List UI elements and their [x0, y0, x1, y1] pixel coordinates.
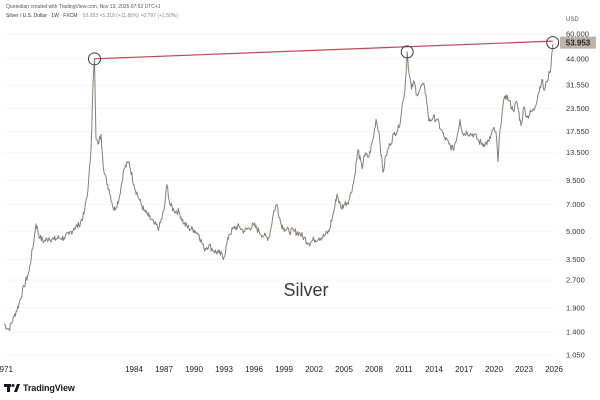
highlight-circle — [88, 52, 101, 66]
y-tick-label: 9.500 — [566, 176, 585, 185]
y-tick-label: 7.000 — [566, 200, 585, 209]
y-tick-label: 23.500 — [566, 104, 589, 113]
y-axis[interactable]: 60.000 44.000 31.550 23.500 17.550 13.500 9.50… — [566, 30, 589, 360]
x-tick-label: 2014 — [425, 365, 443, 374]
y-tick-label: 3.500 — [566, 255, 585, 264]
symbol-name: Silver / U.S. Dollar · 1W · FXCM — [6, 13, 78, 19]
y-tick-label: 13.500 — [566, 148, 589, 157]
x-tick-label: 2023 — [515, 365, 533, 374]
currency-label: USD — [566, 17, 579, 23]
last-values: 53.953 +5.318 (+11.86%) +0.797 (+1.50%) — [82, 13, 178, 19]
x-tick-label: 2002 — [305, 365, 323, 374]
y-tick-label: 17.550 — [566, 127, 589, 136]
series-line-silver — [3, 44, 554, 332]
y-tick-label: 1.900 — [566, 303, 585, 312]
last-price-tag-label: 53.953 — [566, 39, 591, 48]
x-tick-label: 2005 — [335, 365, 353, 374]
y-tick-label: 1.050 — [566, 351, 585, 360]
x-tick-label: 1990 — [185, 365, 203, 374]
x-tick-label: 1993 — [215, 365, 233, 374]
y-tick-label: 60.000 — [566, 30, 589, 39]
x-tick-label: 2020 — [485, 365, 503, 374]
x-tick-label: 1996 — [245, 365, 263, 374]
x-tick-label: 1971 — [0, 365, 13, 374]
x-tick-label: 1987 — [155, 365, 173, 374]
chart-credit: Quotedian created with TradingView.com, … — [6, 4, 161, 10]
x-tick-label: 2017 — [455, 365, 473, 374]
y-tick-label: 1.400 — [566, 328, 585, 337]
x-axis[interactable]: 1971 1984 1987 1990 1993 1996 1999 2002 2005 2008… — [0, 365, 563, 374]
last-price-tag-bg — [560, 36, 596, 49]
highlight-circles — [88, 36, 560, 66]
y-tick-label: 44.000 — [566, 54, 589, 63]
x-tick-label: 2008 — [365, 365, 383, 374]
x-tick-label: 2011 — [395, 365, 413, 374]
y-tick-label: 31.550 — [566, 81, 589, 90]
y-tick-label: 5.000 — [566, 227, 585, 236]
brand-name: TradingView — [23, 383, 75, 393]
highlight-circle — [400, 45, 414, 59]
trendline[interactable] — [94, 40, 553, 60]
brand-footer: TradingView — [4, 381, 75, 395]
last-price-tag: 53.953 — [560, 36, 596, 49]
x-tick-label: 1984 — [125, 365, 143, 374]
x-tick-label: 2026 — [545, 365, 563, 374]
symbol-legend[interactable]: Silver / U.S. Dollar · 1W · FXCM 53.953 … — [6, 13, 178, 19]
highlight-circle — [546, 36, 560, 50]
tradingview-logo-icon — [4, 384, 20, 392]
chart-title: Silver — [283, 280, 328, 300]
grid — [4, 33, 556, 356]
x-tick-label: 1999 — [275, 365, 293, 374]
y-tick-label: 2.700 — [566, 276, 585, 285]
